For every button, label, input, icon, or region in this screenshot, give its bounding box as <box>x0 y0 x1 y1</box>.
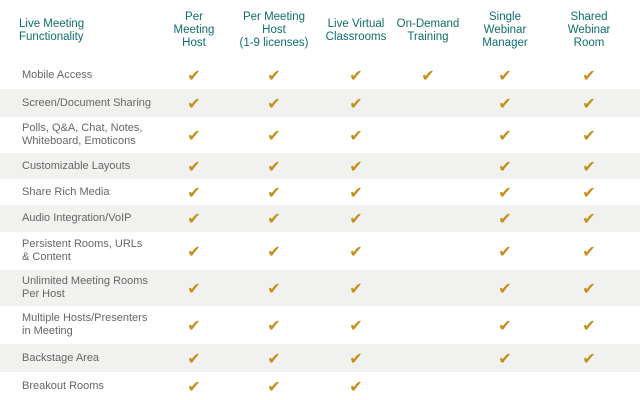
checkmark-icon: ✔ <box>582 348 596 368</box>
table-row: Audio Integration/VoIP ✔ ✔ ✔ ✔ ✔ <box>0 205 640 232</box>
checkmark-icon: ✔ <box>582 182 596 202</box>
checkmark-icon: ✔ <box>498 93 512 113</box>
checkmark-icon: ✔ <box>267 278 281 298</box>
checkmark-icon: ✔ <box>187 241 201 261</box>
header-plan-4: On-Demand Training <box>396 17 460 43</box>
feature-label: Share Rich Media <box>22 185 110 198</box>
header-plan-3: Live Virtual Classrooms <box>325 17 387 43</box>
checkmark-icon: ✔ <box>421 65 435 85</box>
checkmark-icon: ✔ <box>582 93 596 113</box>
checkmark-icon: ✔ <box>349 93 363 113</box>
feature-label: Polls, Q&A, Chat, Notes, Whiteboard, Emo… <box>22 122 143 147</box>
checkmark-icon: ✔ <box>498 348 512 368</box>
checkmark-icon: ✔ <box>349 125 363 145</box>
header-feature-column: Live Meeting Functionality <box>19 17 85 43</box>
checkmark-icon: ✔ <box>187 182 201 202</box>
checkmark-icon: ✔ <box>267 156 281 176</box>
checkmark-icon: ✔ <box>267 182 281 202</box>
table-row: Polls, Q&A, Chat, Notes, Whiteboard, Emo… <box>0 117 640 153</box>
feature-label: Customizable Layouts <box>22 159 131 172</box>
checkmark-icon: ✔ <box>349 209 363 228</box>
table-row: Persistent Rooms, URLs & Content ✔ ✔ ✔ ✔ ✔ <box>0 232 640 270</box>
checkmark-icon: ✔ <box>582 156 596 176</box>
checkmark-icon: ✔ <box>349 315 363 335</box>
table-header: Live Meeting Functionality Per Meeting Ho… <box>0 0 640 61</box>
checkmark-icon: ✔ <box>267 125 281 145</box>
feature-label: Backstage Area <box>22 351 100 364</box>
table-row: Customizable Layouts ✔ ✔ ✔ ✔ ✔ <box>0 153 640 179</box>
checkmark-icon: ✔ <box>498 209 512 228</box>
header-plan-5: Single Webinar Manager <box>482 11 528 49</box>
checkmark-icon: ✔ <box>267 65 281 85</box>
checkmark-icon: ✔ <box>349 241 363 261</box>
checkmark-icon: ✔ <box>582 65 596 85</box>
checkmark-icon: ✔ <box>349 156 363 176</box>
table-row: Multiple Hosts/Presenters in Meeting ✔ ✔ ✔ ✔… <box>0 306 640 344</box>
checkmark-icon: ✔ <box>582 209 596 228</box>
checkmark-icon: ✔ <box>349 182 363 202</box>
feature-label: Breakout Rooms <box>22 379 104 392</box>
checkmark-icon: ✔ <box>187 125 201 145</box>
feature-label: Audio Integration/VoIP <box>22 212 132 224</box>
header-plan-6: Shared Webinar Room <box>567 11 611 49</box>
checkmark-icon: ✔ <box>498 315 512 335</box>
checkmark-icon: ✔ <box>349 348 363 368</box>
feature-label: Screen/Document Sharing <box>22 96 152 109</box>
checkmark-icon: ✔ <box>498 278 512 298</box>
checkmark-icon: ✔ <box>582 125 596 145</box>
feature-label: Mobile Access <box>22 68 93 81</box>
checkmark-icon: ✔ <box>349 278 363 298</box>
table-row: Breakout Rooms ✔ ✔ ✔ <box>0 372 640 400</box>
header-plan-1: Per Meeting Host <box>173 11 215 49</box>
checkmark-icon: ✔ <box>582 315 596 335</box>
checkmark-icon: ✔ <box>187 278 201 298</box>
checkmark-icon: ✔ <box>582 278 596 298</box>
table-row: Screen/Document Sharing ✔ ✔ ✔ ✔ ✔ <box>0 89 640 117</box>
checkmark-icon: ✔ <box>267 348 281 368</box>
header-plan-2: Per Meeting Host (1-9 licenses) <box>239 11 309 49</box>
checkmark-icon: ✔ <box>267 209 281 228</box>
checkmark-icon: ✔ <box>267 241 281 261</box>
feature-label: Unlimited Meeting Rooms Per Host <box>22 275 148 300</box>
checkmark-icon: ✔ <box>187 348 201 368</box>
checkmark-icon: ✔ <box>349 65 363 85</box>
table-row: Share Rich Media ✔ ✔ ✔ ✔ ✔ <box>0 179 640 205</box>
checkmark-icon: ✔ <box>498 182 512 202</box>
checkmark-icon: ✔ <box>187 209 201 228</box>
table-row: Backstage Area ✔ ✔ ✔ ✔ ✔ <box>0 344 640 372</box>
checkmark-icon: ✔ <box>349 376 363 396</box>
checkmark-icon: ✔ <box>498 156 512 176</box>
checkmark-icon: ✔ <box>187 376 201 396</box>
feature-label: Persistent Rooms, URLs & Content <box>22 238 143 263</box>
checkmark-icon: ✔ <box>498 125 512 145</box>
table-row: Unlimited Meeting Rooms Per Host ✔ ✔ ✔ ✔ ✔ <box>0 270 640 306</box>
checkmark-icon: ✔ <box>267 93 281 113</box>
table-row: Mobile Access ✔ ✔ ✔ ✔ ✔ ✔ <box>0 61 640 89</box>
checkmark-icon: ✔ <box>187 156 201 176</box>
checkmark-icon: ✔ <box>582 241 596 261</box>
feature-label: Multiple Hosts/Presenters in Meeting <box>22 312 148 337</box>
checkmark-icon: ✔ <box>187 315 201 335</box>
checkmark-icon: ✔ <box>498 65 512 85</box>
checkmark-icon: ✔ <box>498 241 512 261</box>
checkmark-icon: ✔ <box>187 65 201 85</box>
checkmark-icon: ✔ <box>187 93 201 113</box>
checkmark-icon: ✔ <box>267 376 281 396</box>
checkmark-icon: ✔ <box>267 315 281 335</box>
